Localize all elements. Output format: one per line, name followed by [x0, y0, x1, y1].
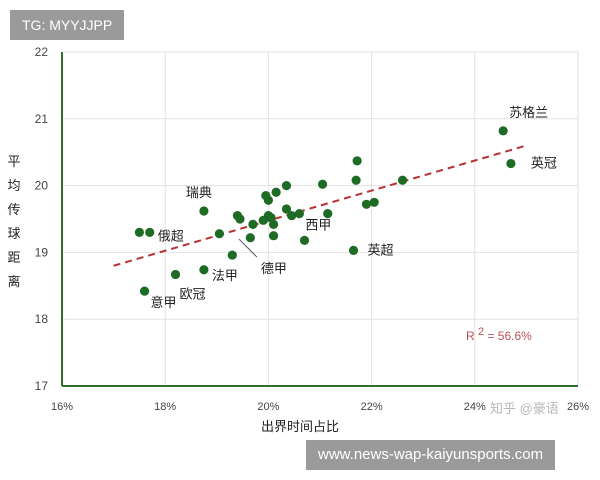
footer-url-badge: www.news-wap-kaiyunsports.com — [306, 440, 556, 470]
point-label: 俄超 — [158, 228, 184, 243]
data-point — [227, 250, 237, 260]
y-tick-label: 18 — [35, 312, 49, 326]
data-point — [245, 233, 255, 243]
axes — [61, 52, 578, 387]
data-point — [317, 179, 328, 189]
trend-line-group — [113, 144, 527, 267]
x-tick-label: 26% — [567, 401, 589, 413]
y-tick-label: 19 — [35, 245, 49, 259]
tag-badge: TG: MYYJJPP — [10, 10, 125, 40]
data-point — [369, 197, 379, 207]
grid — [62, 51, 579, 386]
y-tick-label: 17 — [35, 379, 49, 393]
point-label: 西甲 — [305, 218, 331, 233]
data-point — [294, 209, 304, 219]
tick-labels: 16% 18% 20% 22% 24% 26% 17 18 19 20 21 22 — [35, 45, 590, 413]
x-tick-label: 16% — [51, 401, 73, 413]
data-point — [214, 229, 224, 239]
y-tick-label: 22 — [35, 45, 49, 59]
point-label: 欧冠 — [180, 286, 206, 301]
leader-line — [238, 238, 258, 258]
data-point — [199, 265, 209, 275]
r-squared-annotation: R 2 = 56.6% — [466, 326, 532, 343]
y-axis-label: 平均传球距离 — [7, 154, 21, 289]
data-point — [281, 181, 292, 191]
data-point — [268, 231, 279, 241]
data-point — [271, 187, 281, 197]
data-point — [134, 227, 144, 237]
trend-line — [113, 144, 527, 267]
point-label: 瑞典 — [186, 185, 212, 200]
data-point — [397, 175, 408, 185]
data-point — [199, 206, 209, 216]
x-tick-label: 22% — [361, 401, 383, 413]
data-point — [268, 219, 279, 229]
y-tick-label: 20 — [35, 179, 49, 193]
point-label: 意甲 — [151, 295, 177, 310]
data-point — [351, 175, 361, 185]
data-point — [498, 126, 508, 136]
point-label: 英冠 — [531, 156, 557, 171]
data-point — [361, 199, 372, 209]
data-point — [299, 235, 310, 245]
point-label: 法甲 — [212, 268, 238, 283]
point-label: 英超 — [368, 242, 394, 257]
data-point — [348, 245, 359, 255]
data-point — [263, 195, 273, 205]
data-point — [281, 204, 292, 214]
data-points — [134, 126, 516, 296]
x-tick-label: 18% — [154, 401, 176, 413]
data-point — [170, 269, 181, 280]
data-point — [139, 286, 150, 296]
data-point — [506, 158, 516, 169]
x-tick-label: 24% — [464, 401, 486, 413]
watermark: 知乎 @豪语 — [490, 401, 559, 416]
point-label: 德甲 — [261, 261, 287, 276]
data-point — [287, 211, 297, 221]
data-point — [352, 156, 362, 166]
data-point — [248, 219, 258, 229]
data-point — [323, 209, 333, 219]
x-tick-label: 20% — [257, 401, 279, 413]
x-axis-label: 出界时间占比 — [260, 419, 339, 434]
data-point — [235, 214, 245, 224]
data-point — [145, 227, 155, 237]
point-label: 苏格兰 — [509, 105, 548, 120]
y-tick-label: 21 — [35, 112, 49, 126]
